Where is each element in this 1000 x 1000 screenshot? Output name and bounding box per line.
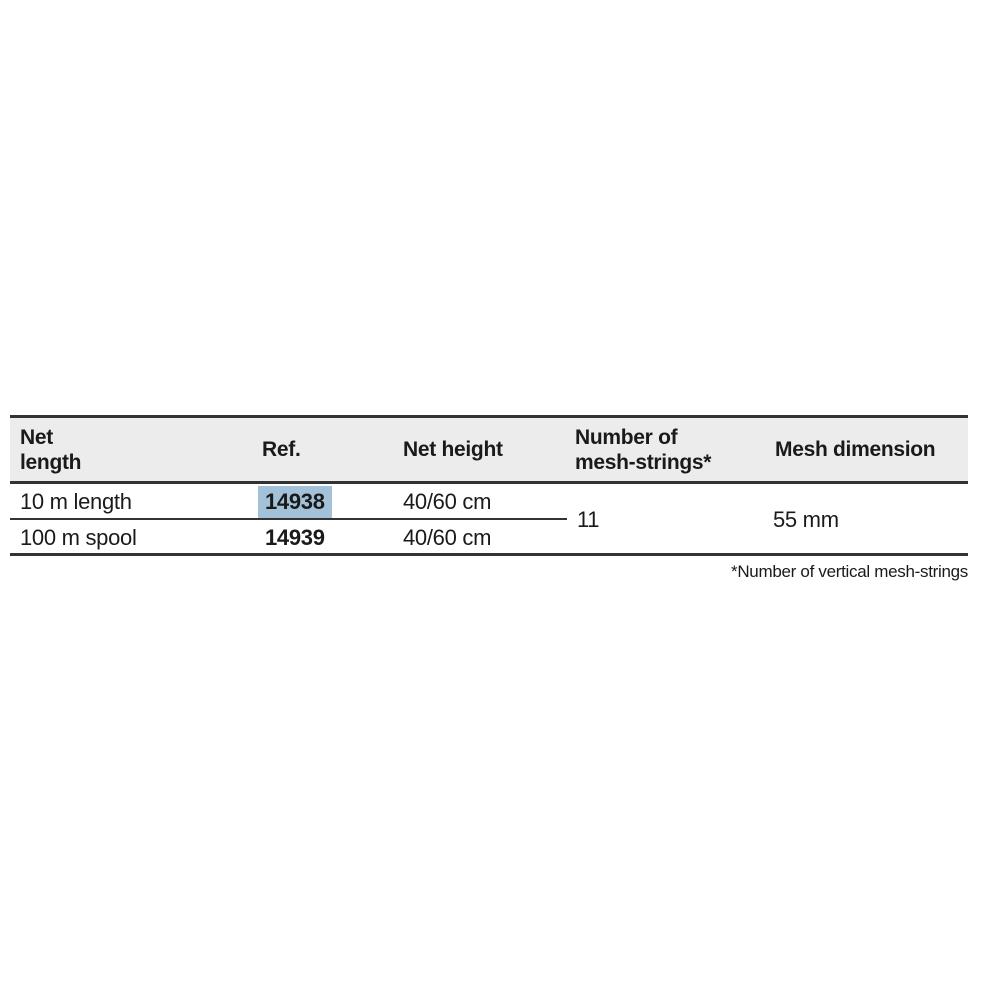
table-row: 10 m length 14938 40/60 cm [10,484,968,520]
column-header-net-length: Net length [20,425,82,474]
column-header-mesh-dimension: Mesh dimension [775,438,936,461]
footnote: *Number of vertical mesh-strings [731,562,968,581]
column-header-mesh-strings: Number of mesh-strings* [575,425,712,474]
cell-net-height: 40/60 cm [403,525,492,550]
cell-net-length: 10 m length [20,489,132,514]
table-header-row: Net length Ref. Net height Number of mes… [10,415,968,484]
column-header-net-height: Net height [403,438,503,461]
table-body: 10 m length 14938 40/60 cm 100 m spool 1… [10,484,968,556]
cell-mesh-strings-merged: 11 [577,507,600,532]
ref-number-highlighted: 14938 [258,486,332,518]
ref-number: 14939 [265,525,325,550]
table-row: 100 m spool 14939 40/60 cm [10,520,968,556]
cell-ref: 14939 [250,520,395,556]
cell-net-height: 40/60 cm [403,489,492,514]
column-header-ref: Ref. [262,438,301,461]
cell-ref: 14938 [250,484,395,520]
product-spec-table: Net length Ref. Net height Number of mes… [10,415,968,556]
cell-mesh-dimension-merged: 55 mm [773,507,839,532]
cell-net-length: 100 m spool [20,525,137,550]
row-separator-line [10,518,567,520]
